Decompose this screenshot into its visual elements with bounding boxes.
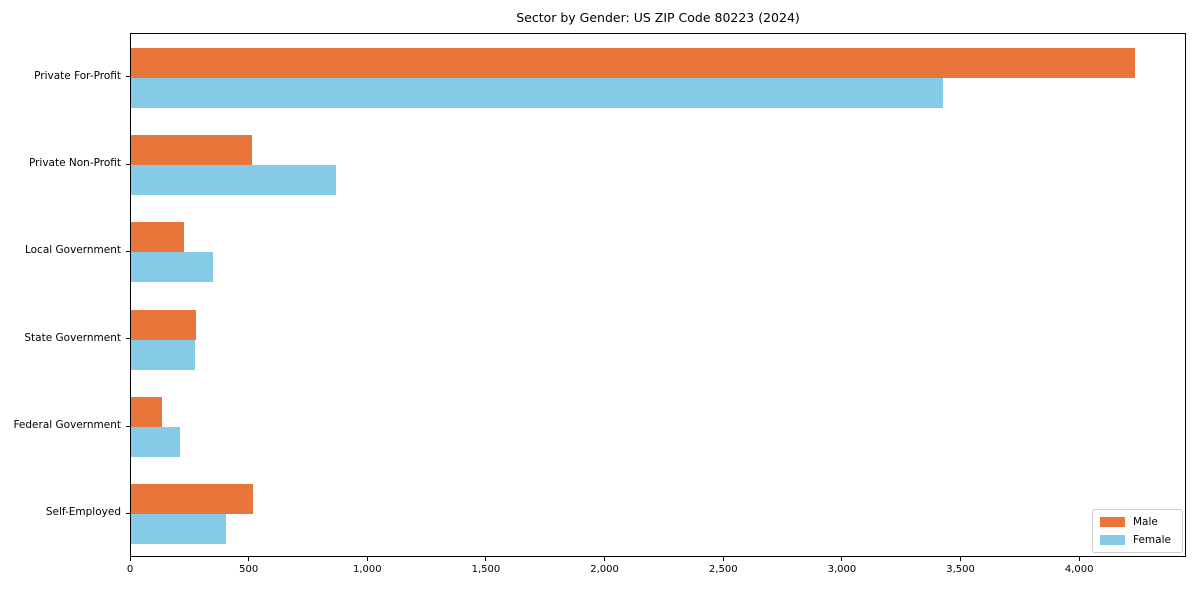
xtick-mark-1000 — [366, 557, 368, 561]
xtick-label-2000: 2,000 — [590, 564, 619, 575]
ytick-label-state-government: State Government — [24, 331, 121, 344]
xtick-label-2500: 2,500 — [708, 564, 738, 575]
legend-swatch-female — [1100, 535, 1125, 545]
legend-label-female: Female — [1133, 534, 1171, 546]
bar-female-state-government — [131, 339, 195, 370]
plot-area — [130, 33, 1186, 557]
xtick-label-1500: 1,500 — [471, 564, 501, 575]
legend-item-female: Female — [1100, 533, 1175, 547]
legend-label-male: Male — [1133, 516, 1158, 528]
legend-swatch-male — [1100, 517, 1125, 527]
ytick-mark-self-employed — [126, 512, 130, 514]
bar-female-private-non-profit — [131, 165, 336, 195]
xtick-mark-0 — [129, 557, 131, 561]
bar-male-private-for-profit — [131, 47, 1135, 78]
xtick-label-500: 500 — [239, 564, 259, 575]
ytick-label-federal-government: Federal Government — [13, 419, 121, 431]
xtick-mark-4000 — [1078, 557, 1080, 561]
bar-male-self-employed — [131, 484, 253, 515]
bar-female-local-government — [131, 252, 213, 283]
xtick-mark-1500 — [485, 557, 487, 561]
ytick-label-private-for-profit: Private For-Profit — [34, 69, 121, 82]
ytick-mark-private-non-profit — [126, 163, 130, 165]
xtick-label-3000: 3,000 — [827, 564, 857, 575]
xtick-label-0: 0 — [126, 564, 134, 575]
xtick-mark-2000 — [604, 557, 606, 561]
bar-female-self-employed — [131, 514, 226, 545]
ytick-mark-local-government — [126, 250, 130, 252]
bar-female-federal-government — [131, 427, 180, 457]
bar-male-federal-government — [131, 397, 162, 427]
xtick-mark-3500 — [960, 557, 962, 561]
legend: Male Female — [1092, 509, 1183, 553]
xtick-mark-2500 — [722, 557, 724, 561]
legend-item-male: Male — [1100, 515, 1175, 529]
xtick-label-1000: 1,000 — [352, 564, 382, 575]
ytick-label-local-government: Local Government — [24, 244, 121, 257]
bar-female-private-for-profit — [131, 77, 943, 108]
bar-male-local-government — [131, 222, 184, 253]
chart-title: Sector by Gender: US ZIP Code 80223 (202… — [516, 10, 800, 25]
bar-male-state-government — [131, 309, 196, 340]
ytick-mark-state-government — [126, 338, 130, 340]
bar-male-private-non-profit — [131, 135, 252, 165]
ytick-mark-private-for-profit — [126, 76, 130, 78]
xtick-mark-3000 — [841, 557, 843, 561]
xtick-label-4000: 4,000 — [1064, 564, 1094, 575]
xtick-label-3500: 3,500 — [946, 564, 975, 575]
xtick-mark-500 — [248, 557, 250, 561]
ytick-label-private-non-profit: Private Non-Profit — [28, 157, 121, 169]
ytick-label-self-employed: Self-Employed — [45, 506, 121, 519]
ytick-mark-federal-government — [126, 425, 130, 427]
